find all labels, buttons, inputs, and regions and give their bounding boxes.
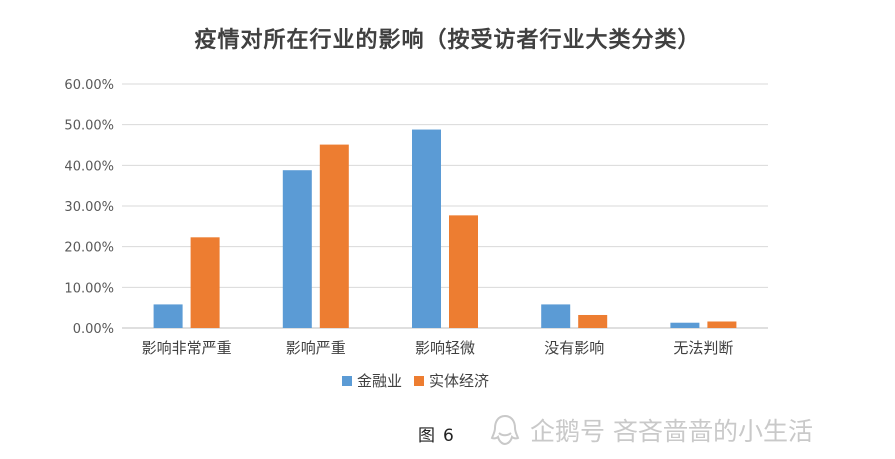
penguin-icon: [490, 414, 520, 446]
legend-label: 实体经济: [429, 372, 489, 390]
bar: [670, 322, 700, 328]
caption-number: 6: [443, 426, 454, 446]
y-tick-label: 30.00%: [64, 200, 114, 215]
bar: [282, 170, 312, 328]
watermark: 企鹅号 吝吝啬啬的小生活: [488, 410, 813, 450]
y-axis-ticks: 0.00% 10.00% 20.00% 30.00% 40.00% 50.00% 60.00…: [64, 78, 114, 337]
y-tick-label: 20.00%: [64, 241, 114, 256]
caption-label: 图: [418, 426, 435, 446]
y-tick-label: 50.00%: [64, 119, 114, 134]
bar: [541, 304, 571, 328]
bars: [153, 129, 737, 328]
bar: [578, 314, 608, 328]
y-tick-label: 0.00%: [73, 322, 114, 337]
legend: 金融业 实体经济: [342, 372, 489, 390]
bar: [412, 129, 441, 328]
x-category-label: 无法判断: [673, 339, 733, 357]
bar: [707, 321, 737, 328]
legend-swatch: [414, 376, 424, 386]
legend-label: 金融业: [357, 372, 402, 390]
x-category-label: 没有影响: [544, 339, 604, 357]
x-category-label: 影响严重: [286, 339, 346, 357]
chart-title: 疫情对所在行业的影响（按受访者行业大类分类）: [194, 28, 701, 53]
grid-lines: [122, 83, 768, 329]
y-tick-label: 40.00%: [64, 159, 114, 174]
x-axis-labels: 影响非常严重 影响严重 影响轻微 没有影响 无法判断: [142, 339, 734, 357]
bar: [153, 304, 183, 328]
bar: [190, 237, 220, 328]
y-tick-label: 60.00%: [64, 78, 114, 93]
x-category-label: 影响轻微: [415, 339, 475, 357]
bar: [319, 144, 349, 328]
legend-swatch: [342, 376, 352, 386]
bar: [449, 215, 478, 328]
y-tick-label: 10.00%: [64, 281, 114, 296]
x-category-label: 影响非常严重: [142, 339, 232, 357]
watermark-text: 企鹅号 吝吝啬啬的小生活: [530, 417, 813, 446]
